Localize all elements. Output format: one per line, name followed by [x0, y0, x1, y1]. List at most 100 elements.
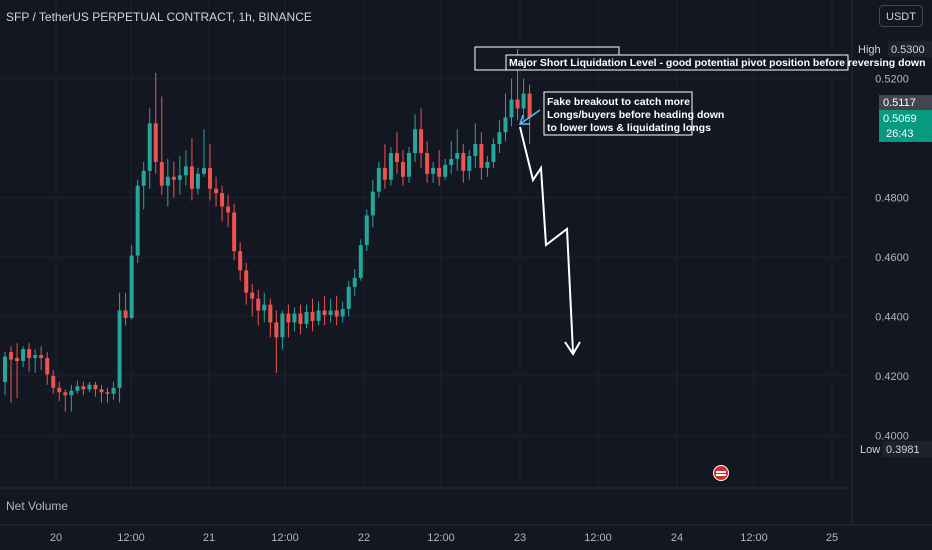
candle [87, 381, 92, 393]
candle-body [310, 312, 315, 321]
y-tick-label: 0.4200 [875, 371, 909, 383]
high-label: High [858, 44, 881, 56]
candle [328, 298, 333, 323]
candle [45, 352, 50, 385]
candle [189, 138, 194, 201]
candle-body [304, 312, 309, 324]
candle [238, 242, 243, 281]
candle [473, 123, 478, 168]
candle [425, 141, 430, 183]
candle-body [250, 292, 255, 299]
candle-body [3, 356, 7, 382]
candle-body [147, 123, 152, 171]
candle-body [400, 161, 405, 177]
current-price-value: 0.5117 [883, 97, 916, 109]
candle [394, 132, 399, 174]
time-axis: 20 12:00 21 12:00 22 12:00 23 12:00 24 12:00 25 [50, 532, 838, 544]
candle-body [467, 155, 472, 171]
chart-grid [0, 0, 852, 488]
candle [455, 129, 460, 171]
candle-body [394, 153, 399, 162]
candle-body [195, 173, 200, 189]
candle-body [407, 153, 412, 177]
candle [322, 295, 327, 326]
candle-body [382, 167, 387, 180]
current-price-badge [879, 95, 932, 110]
candle-body [491, 144, 496, 162]
candle-body [87, 384, 92, 390]
candle [33, 349, 38, 373]
candle [51, 369, 56, 394]
candle-body [521, 93, 526, 109]
candle-body [93, 384, 98, 390]
candle [437, 150, 442, 186]
candle-body [57, 387, 62, 393]
candle-body [328, 310, 333, 315]
candle [521, 78, 526, 121]
candle [449, 141, 454, 174]
candle [358, 239, 363, 281]
candle [286, 304, 291, 338]
candle [388, 147, 393, 186]
candle [431, 161, 436, 183]
candle [141, 161, 146, 210]
candle [220, 185, 225, 222]
countdown-value: 26:43 [886, 128, 914, 140]
net-volume-label[interactable]: Net Volume [6, 499, 69, 513]
y-tick-label: 0.4800 [875, 193, 909, 205]
low-badge-bg [855, 441, 888, 457]
candle [15, 343, 20, 399]
candle-body [268, 304, 273, 323]
candle [407, 147, 412, 183]
candle [382, 144, 387, 189]
candle [400, 150, 405, 186]
candle [467, 150, 472, 180]
candle-body [183, 166, 188, 176]
candle [63, 389, 68, 412]
candle-body [238, 251, 243, 271]
candle-body [461, 153, 466, 171]
candle-body [9, 352, 14, 360]
candle [117, 292, 122, 403]
candle [497, 120, 502, 154]
high-value-bg [888, 41, 932, 57]
candle [214, 176, 219, 207]
candle-body [129, 255, 134, 318]
candle-body [51, 375, 56, 388]
x-tick-label: 12:00 [584, 532, 612, 544]
candle [292, 307, 297, 332]
x-tick-label: 12:00 [427, 532, 455, 544]
candle [413, 114, 418, 162]
candle [135, 179, 140, 263]
projected-drop-arrow [519, 126, 581, 356]
candle [165, 158, 170, 207]
candle-body [340, 309, 345, 317]
candle-body [376, 167, 381, 192]
candle-body [111, 387, 116, 394]
candle [3, 352, 7, 396]
candle-body [346, 286, 351, 310]
us-flag-event-icon[interactable] [713, 465, 729, 481]
candle [75, 380, 80, 394]
candle [9, 346, 14, 403]
candle-body [45, 358, 50, 375]
candle-body [208, 167, 213, 189]
candle-series [3, 49, 532, 412]
candle-body [153, 123, 158, 162]
candle-body [286, 313, 291, 323]
currency-button[interactable]: USDT [879, 5, 923, 27]
candle [352, 268, 357, 296]
x-tick-label: 24 [671, 532, 683, 544]
candle [334, 295, 339, 326]
liquidation-label: Major Short Liquidation Level - good pot… [509, 57, 926, 69]
candle [57, 381, 62, 402]
candle [226, 194, 231, 228]
candle [208, 144, 213, 201]
candle-body [274, 322, 279, 338]
candle [419, 108, 424, 168]
candle [509, 78, 514, 127]
candle-body [370, 191, 375, 216]
candle-body [358, 245, 363, 278]
candle-body [232, 212, 237, 252]
candle [485, 155, 490, 177]
